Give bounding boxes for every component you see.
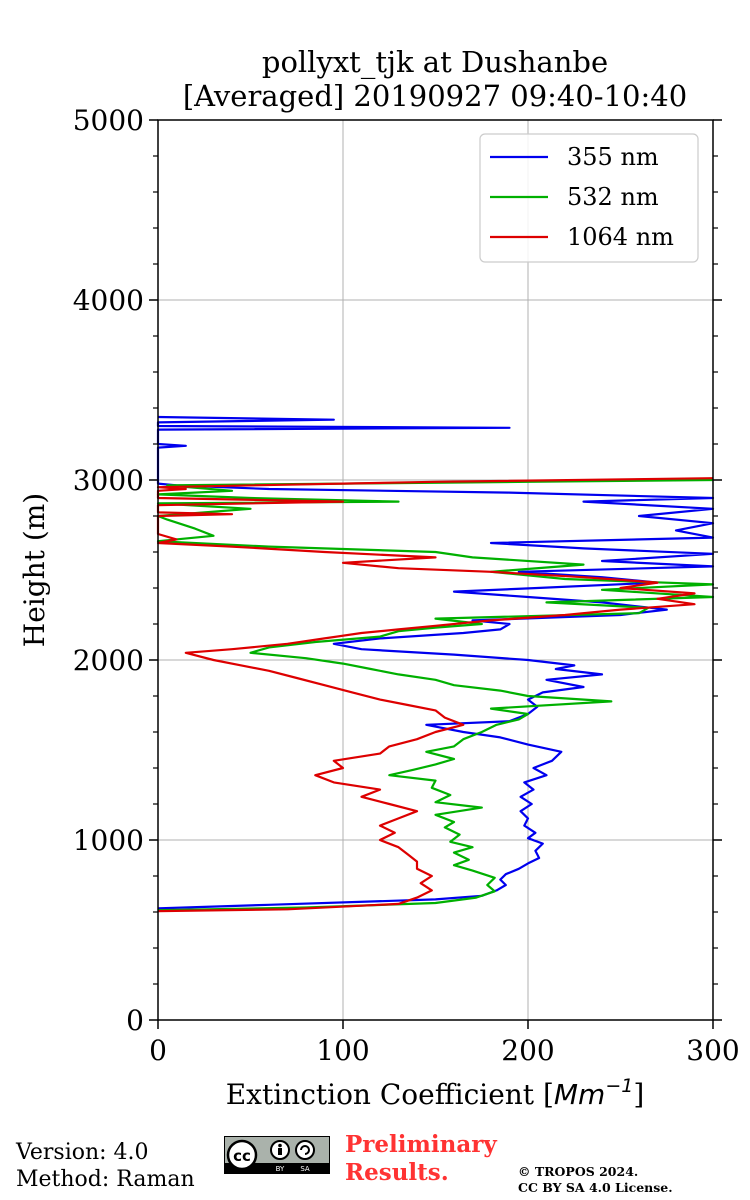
series-line-1064-nm [156,477,714,913]
cc-circle-icon [226,1139,258,1171]
preliminary-line2: Results. [345,1159,449,1186]
y-tick-label: 2000 [73,644,144,677]
copyright-notice: © TROPOS 2024. CC BY SA 4.0 License. [518,1164,673,1196]
series-line-532-nm [156,478,715,912]
legend: 355 nm 532 nm 1064 nm [479,133,699,263]
copyright-line2: CC BY SA 4.0 License. [518,1180,673,1195]
x-axis-label-exponent: −1 [605,1075,633,1097]
x-tick-label: 300 [686,1034,739,1067]
badge-bottom-strip [225,1163,329,1173]
x-axis-label: Extinction Coefficient [Mm−1] [226,1075,645,1111]
x-axis-label-close: ] [633,1078,644,1111]
cc-mark-text: cc [233,1147,251,1165]
preliminary-line1: Preliminary [345,1131,497,1158]
version-label: Version: 4.0 [16,1140,149,1165]
y-tick-label: 5000 [73,104,144,137]
share-alike-icon [295,1140,315,1160]
legend-box [479,133,699,263]
grid-lines [158,120,713,1020]
share-alike-arrow-icon [300,1145,310,1155]
x-tick-label: 200 [501,1034,554,1067]
plot-frame [157,119,714,1021]
y-tick-label: 0 [126,1004,144,1037]
legend-label-532-nm: 532 nm [567,183,659,211]
x-axis-label-text: Extinction Coefficient [ [226,1078,554,1111]
y-axis-label: Height (m) [18,493,51,647]
x-tick-label: 0 [149,1034,167,1067]
series-line-355-nm [156,415,715,910]
cc-license-badge: cc BY SA [224,1136,330,1174]
y-tick-label: 3000 [73,464,144,497]
y-tick-label: 4000 [73,284,144,317]
x-axis-label-unit: Mm [554,1078,605,1111]
series-lines [156,415,715,913]
preliminary-notice: Preliminary Results. [345,1131,497,1187]
legend-label-1064-nm: 1064 nm [567,223,674,251]
attribution-head-icon [278,1143,282,1148]
y-tick-label: 1000 [73,824,144,857]
badge-by-label: BY [276,1165,285,1173]
method-label: Method: Raman [16,1167,195,1192]
x-tick-label: 100 [316,1034,369,1067]
attribution-body-icon [278,1148,282,1155]
badge-sa-label: SA [300,1165,310,1173]
copyright-line1: © TROPOS 2024. [518,1164,639,1179]
chart-title-line1: pollyxt_tjk at Dushanbe [262,45,608,80]
chart-title-line2: [Averaged] 20190927 09:40-10:40 [183,79,687,113]
legend-label-355-nm: 355 nm [567,143,659,171]
